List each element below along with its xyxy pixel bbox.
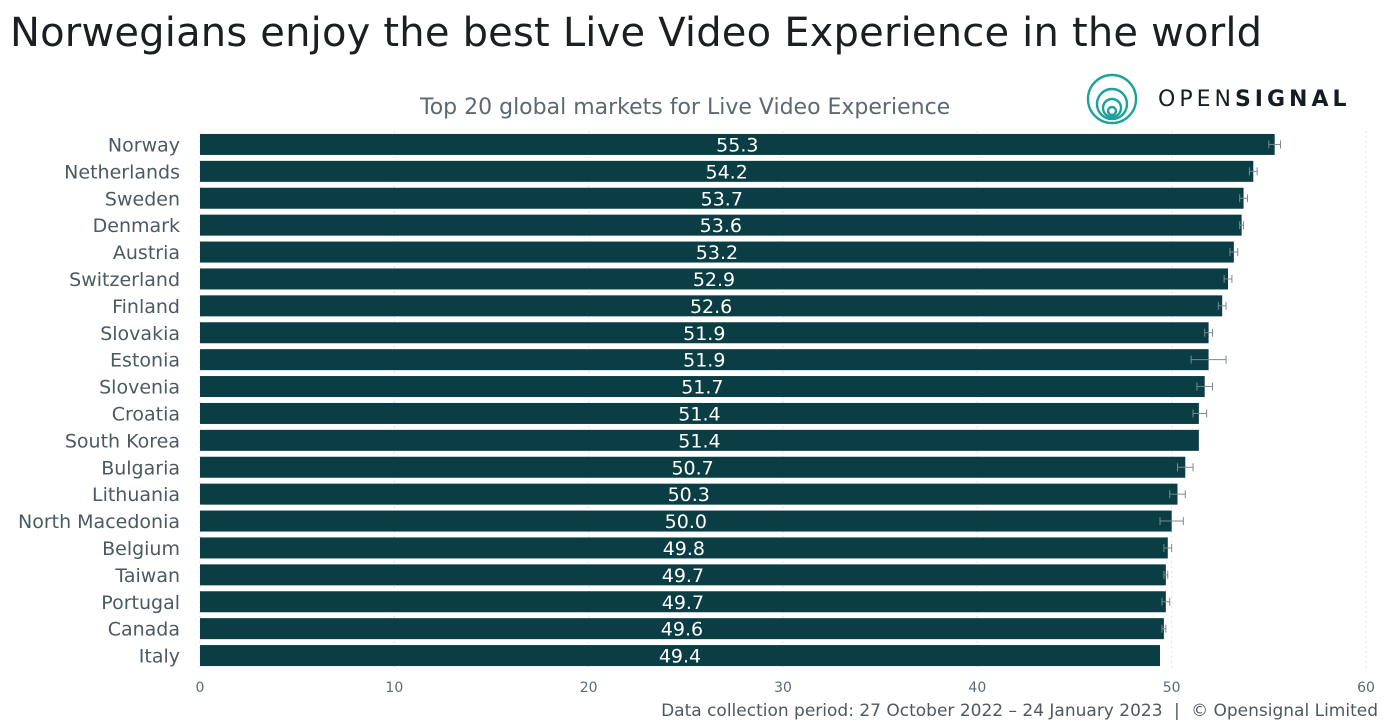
logo-wordmark: OPENSIGNAL <box>1158 87 1351 112</box>
logo-text-light: OPEN <box>1158 86 1235 112</box>
bar <box>200 133 1275 155</box>
bars: 55.3 54.2 53.7 53.6 53.2 52.9 52.6 51.9 51.9 51.7… <box>200 133 1281 668</box>
bar-value-label: 51.9 <box>683 350 725 372</box>
bar-value-label: 51.4 <box>678 403 720 425</box>
category-label: Sweden <box>105 188 180 210</box>
bar-value-label: 53.6 <box>700 215 742 237</box>
category-label: Estonia <box>110 350 180 372</box>
category-label: Austria <box>113 242 180 264</box>
chart-title: Top 20 global markets for Live Video Exp… <box>420 95 951 120</box>
headline: Norwegians enjoy the best Live Video Exp… <box>10 10 1263 56</box>
footer: Data collection period: 27 October 2022 … <box>661 701 1378 721</box>
bar-value-label: 49.6 <box>661 619 703 641</box>
bar <box>200 295 1223 317</box>
bar <box>200 429 1199 451</box>
x-tick-label: 20 <box>580 680 598 696</box>
bar-value-label: 50.3 <box>668 484 710 506</box>
bar-value-label: 50.0 <box>665 511 707 533</box>
bar-value-label: 51.4 <box>678 430 720 452</box>
category-labels: Norway Netherlands Sweden Denmark Austria Swi… <box>18 134 180 667</box>
x-tick-label: 30 <box>774 680 792 696</box>
bar <box>200 187 1244 209</box>
bar <box>200 349 1209 371</box>
opensignal-logo-icon <box>1086 73 1138 125</box>
category-label: Norway <box>108 134 180 156</box>
bar <box>200 241 1234 263</box>
data-collection-period: Data collection period: 27 October 2022 … <box>661 701 1163 721</box>
x-tick-label: 0 <box>196 680 205 696</box>
bar <box>200 456 1186 478</box>
x-tick-label: 10 <box>385 680 403 696</box>
copyright: © Opensignal Limited <box>1191 701 1378 721</box>
category-label: Portugal <box>101 592 180 614</box>
bar-value-label: 53.7 <box>701 188 743 210</box>
bar <box>200 322 1209 344</box>
category-label: Slovakia <box>100 323 180 345</box>
category-label: Belgium <box>102 538 180 560</box>
category-label: South Korea <box>65 430 180 452</box>
x-axis-ticks: 0 10 20 30 40 50 60 <box>196 680 1375 696</box>
bar-value-label: 49.4 <box>659 646 701 668</box>
x-tick-label: 60 <box>1357 680 1375 696</box>
bar <box>200 214 1242 236</box>
bar <box>200 268 1229 290</box>
bar <box>200 564 1166 586</box>
category-label: Finland <box>112 296 180 318</box>
bar-value-label: 53.2 <box>696 242 738 264</box>
bar-value-label: 51.7 <box>681 377 723 399</box>
bar-value-label: 52.6 <box>690 296 732 318</box>
opensignal-logo: OPENSIGNAL <box>1086 73 1351 125</box>
bar <box>200 537 1168 559</box>
category-label: Italy <box>139 646 180 668</box>
category-label: Croatia <box>112 403 180 425</box>
bar-value-label: 55.3 <box>716 134 758 156</box>
category-label: North Macedonia <box>18 511 180 533</box>
category-label: Netherlands <box>64 161 180 183</box>
bar-value-label: 52.9 <box>693 269 735 291</box>
category-label: Slovenia <box>99 377 180 399</box>
bar <box>200 510 1172 532</box>
footer-separator: | <box>1173 701 1180 721</box>
bar <box>200 483 1178 505</box>
category-label: Switzerland <box>69 269 180 291</box>
category-label: Taiwan <box>114 565 180 587</box>
category-label: Lithuania <box>92 484 180 506</box>
logo-text-bold: SIGNAL <box>1234 86 1351 112</box>
bar-value-label: 49.7 <box>662 565 704 587</box>
bar <box>200 402 1199 424</box>
bar <box>200 376 1205 398</box>
bar-value-label: 54.2 <box>705 161 747 183</box>
x-tick-label: 50 <box>1163 680 1181 696</box>
bar-value-label: 51.9 <box>683 323 725 345</box>
bar-value-label: 50.7 <box>671 457 713 479</box>
bar <box>200 591 1166 613</box>
bar-value-label: 49.8 <box>663 538 705 560</box>
category-label: Canada <box>108 619 180 641</box>
category-label: Bulgaria <box>101 457 180 479</box>
bar <box>200 618 1164 640</box>
bar <box>200 160 1254 182</box>
bar <box>200 645 1161 667</box>
bar-value-label: 49.7 <box>662 592 704 614</box>
x-tick-label: 40 <box>968 680 986 696</box>
grid-lines <box>199 131 1367 669</box>
category-label: Denmark <box>93 215 180 237</box>
